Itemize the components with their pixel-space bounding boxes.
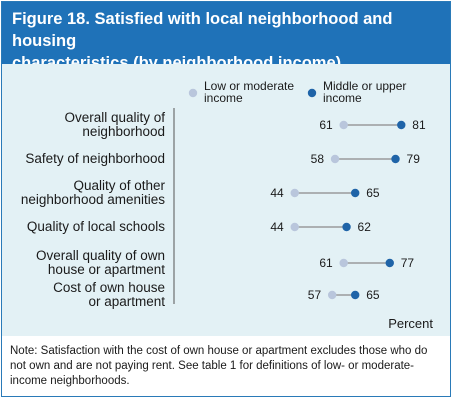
legend-marker-0 <box>188 88 198 98</box>
point-low-1 <box>330 154 340 164</box>
figure-title: Figure 18. Satisfied with local neighbor… <box>2 2 450 72</box>
point-low-4 <box>339 258 348 268</box>
x-axis-label: Percent <box>388 316 433 331</box>
category-label-4-line-0: Overall quality of own <box>36 248 165 263</box>
note-line-2: not own and are not paying rent. See tab… <box>10 360 415 372</box>
figure-title-line-1: Figure 18. Satisfied with local neighbor… <box>12 10 393 50</box>
value-label-high-1: 79 <box>407 152 421 166</box>
category-label-5-line-1: or apartment <box>88 294 165 309</box>
point-low-5 <box>327 290 337 300</box>
point-low-2 <box>290 188 299 198</box>
legend-label-0-line-0: Low or moderate <box>204 79 294 93</box>
value-label-low-4: 61 <box>319 256 333 270</box>
point-high-3 <box>342 222 351 232</box>
category-label-4-line-1: house or apartment <box>48 262 165 277</box>
legend-marker-1 <box>307 88 317 98</box>
category-label-2-line-0: Quality of other <box>73 178 165 193</box>
value-label-low-5: 57 <box>308 288 322 302</box>
legend-label-0-line-1: income <box>204 91 243 105</box>
category-label-3-line-0: Quality of local schools <box>27 219 165 234</box>
category-label-2-line-1: neighborhood amenities <box>21 192 165 207</box>
category-label-5-line-0: Cost of own house <box>53 280 165 295</box>
value-label-high-3: 62 <box>358 220 372 234</box>
point-high-1 <box>391 154 400 164</box>
value-label-low-1: 58 <box>311 152 325 166</box>
value-label-low-3: 44 <box>270 220 284 234</box>
note-line-3: income neighborhoods. <box>10 375 130 387</box>
value-label-low-2: 44 <box>270 186 284 200</box>
point-high-5 <box>351 290 360 300</box>
note-line-1: Note: Satisfaction with the cost of own … <box>10 345 428 357</box>
category-label-1-line-0: Safety of neighborhood <box>25 151 165 166</box>
point-high-0 <box>397 120 406 130</box>
category-label-0-line-0: Overall quality of <box>64 110 165 125</box>
value-label-low-0: 61 <box>319 118 333 132</box>
legend-label-1-line-1: income <box>323 91 362 105</box>
value-label-high-2: 65 <box>366 186 380 200</box>
value-label-high-4: 77 <box>401 256 415 270</box>
point-low-3 <box>290 222 299 232</box>
point-high-4 <box>385 258 394 268</box>
chart-area: Low or moderate income Middle or upper inco… <box>2 64 450 336</box>
point-low-0 <box>339 120 348 130</box>
point-high-2 <box>351 188 360 198</box>
value-label-high-0: 81 <box>412 118 426 132</box>
legend-label-1-line-0: Middle or upper <box>323 79 406 93</box>
value-label-high-5: 65 <box>366 288 380 302</box>
category-label-0-line-1: neighborhood <box>82 124 165 139</box>
figure-note: Note: Satisfaction with the cost of own … <box>10 344 446 389</box>
